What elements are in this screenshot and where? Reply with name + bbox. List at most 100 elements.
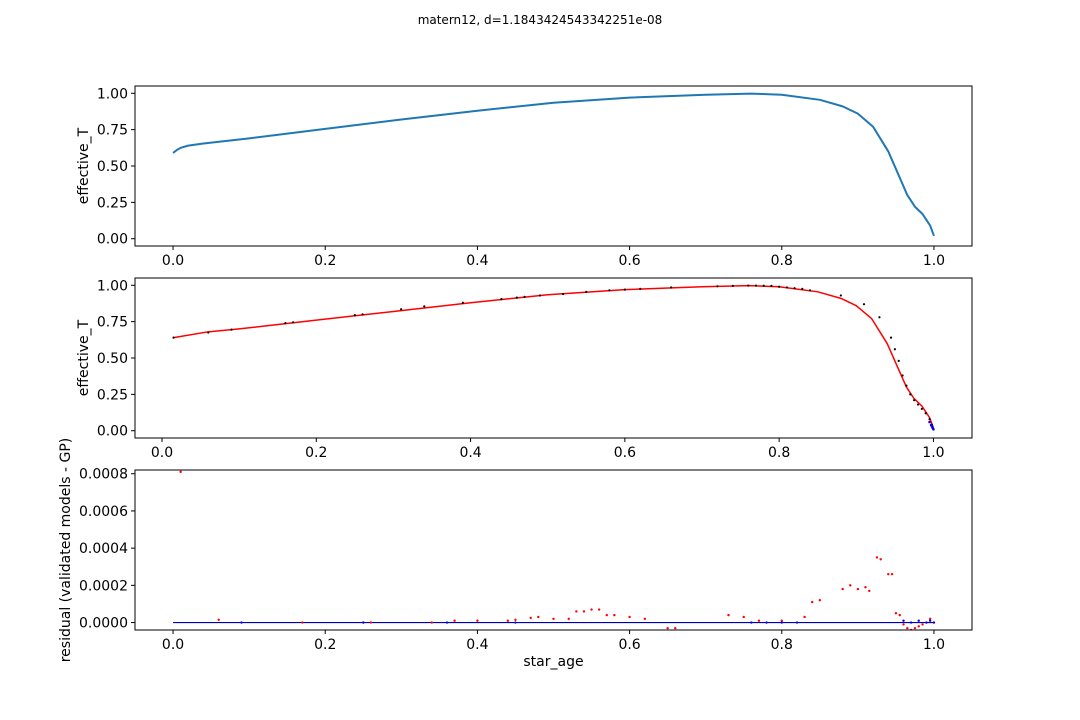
model-point bbox=[924, 412, 927, 415]
model-point bbox=[801, 287, 804, 291]
plot-data bbox=[173, 470, 936, 630]
model-point bbox=[523, 295, 526, 299]
residual-point bbox=[217, 618, 220, 621]
residual-point bbox=[898, 613, 901, 617]
figure-title: matern12, d=1.1843424543342251e-08 bbox=[418, 13, 663, 27]
model-point bbox=[562, 292, 565, 296]
residual-point bbox=[362, 621, 365, 624]
x-tick-label: 0.2 bbox=[305, 445, 327, 461]
residual-point bbox=[582, 610, 586, 613]
residual-point bbox=[917, 625, 920, 628]
axes-frame bbox=[134, 277, 973, 439]
model-point bbox=[623, 288, 626, 291]
axes-frame bbox=[134, 85, 973, 247]
residual-point bbox=[757, 619, 761, 622]
x-tick-label: 0.6 bbox=[618, 253, 640, 269]
model-point bbox=[839, 294, 842, 297]
axes-frame bbox=[134, 469, 973, 631]
x-tick-label: 0.4 bbox=[466, 637, 488, 653]
residual-point bbox=[894, 612, 898, 615]
model-point bbox=[353, 313, 356, 317]
model-point bbox=[893, 348, 896, 351]
y-tick-label: 0.00 bbox=[97, 424, 128, 440]
model-point bbox=[230, 328, 233, 331]
model-point bbox=[916, 403, 920, 406]
residual-point bbox=[902, 619, 905, 622]
model-point bbox=[639, 287, 642, 291]
y-tick-label: 0.0008 bbox=[79, 467, 128, 483]
residual-point bbox=[928, 617, 932, 621]
residual-point bbox=[803, 615, 806, 619]
residual-point bbox=[727, 613, 730, 617]
residual-point bbox=[628, 615, 631, 619]
y-tick-label: 0.75 bbox=[97, 123, 128, 139]
panel-bottom: 0.0 0.2 0.4 0.6 0.8 1.00.00000.00020.00040.00… bbox=[58, 438, 973, 670]
residual-point bbox=[765, 621, 768, 624]
x-tick-label: 0.4 bbox=[459, 445, 481, 461]
residual-point bbox=[932, 621, 936, 624]
x-tick-label: 0.2 bbox=[314, 637, 336, 653]
y-tick-label: 0.25 bbox=[97, 195, 128, 211]
residual-point bbox=[643, 617, 647, 621]
model-point bbox=[785, 286, 788, 289]
model-point bbox=[878, 316, 881, 319]
x-tick-label: 0.6 bbox=[614, 445, 636, 461]
residual-point bbox=[780, 619, 783, 622]
x-tick-label: 0.8 bbox=[771, 253, 793, 269]
x-tick-label: 1.0 bbox=[923, 637, 945, 653]
y-tick-label: 0.50 bbox=[97, 159, 128, 175]
x-tick-label: 1.0 bbox=[922, 445, 944, 461]
residual-point bbox=[590, 608, 593, 611]
model-point bbox=[747, 284, 750, 287]
y-tick-label: 0.50 bbox=[97, 351, 128, 367]
residual-point bbox=[666, 626, 669, 630]
residual-point bbox=[906, 626, 909, 630]
residual-point bbox=[879, 558, 882, 561]
residual-point bbox=[864, 586, 867, 589]
residual-point bbox=[597, 608, 601, 611]
validation-point bbox=[928, 420, 931, 424]
residual-point bbox=[430, 621, 433, 624]
x-tick-label: 0.4 bbox=[466, 253, 488, 269]
residual-point bbox=[913, 626, 917, 630]
x-tick-label: 0.8 bbox=[768, 445, 790, 461]
model-point bbox=[905, 384, 908, 387]
y-tick-label: 0.0002 bbox=[79, 578, 128, 594]
residual-point bbox=[445, 621, 449, 624]
residual-point bbox=[928, 619, 932, 622]
residual-point bbox=[780, 621, 783, 624]
x-tick-label: 0.0 bbox=[162, 637, 184, 653]
model-point bbox=[909, 393, 912, 396]
residual-point bbox=[567, 617, 570, 621]
y-tick-label: 0.0004 bbox=[79, 541, 128, 557]
y-axis-label: residual (validated models - GP) bbox=[58, 438, 74, 663]
residual-point bbox=[811, 600, 814, 604]
y-axis-label: effective_T bbox=[76, 319, 92, 396]
residual-point bbox=[605, 613, 608, 617]
model-point bbox=[361, 313, 364, 316]
panel-middle: 0.0 0.2 0.4 0.6 0.8 1.0 0.00 0.25 0.50 0.75 1.00 ef… bbox=[76, 277, 973, 461]
residual-point bbox=[890, 572, 894, 576]
model-point bbox=[862, 303, 866, 306]
residual-point bbox=[818, 599, 822, 602]
model-point bbox=[423, 305, 426, 308]
residual-point bbox=[552, 617, 555, 621]
model-point bbox=[928, 417, 931, 421]
plot-data bbox=[172, 92, 935, 237]
model-point bbox=[913, 399, 916, 402]
residual-point bbox=[476, 619, 479, 622]
residual-point bbox=[921, 623, 924, 626]
x-tick-label: 0.0 bbox=[162, 253, 184, 269]
y-tick-label: 0.0006 bbox=[79, 504, 128, 520]
residual-point bbox=[674, 626, 677, 630]
residual-point bbox=[514, 621, 517, 624]
residual-point bbox=[301, 621, 304, 624]
x-tick-label: 0.0 bbox=[151, 445, 173, 461]
y-tick-label: 0.75 bbox=[97, 315, 128, 331]
residual-point bbox=[887, 572, 890, 576]
model-point bbox=[515, 296, 518, 299]
residual-point bbox=[240, 621, 243, 624]
model-point bbox=[400, 308, 403, 311]
x-tick-label: 0.2 bbox=[314, 253, 336, 269]
